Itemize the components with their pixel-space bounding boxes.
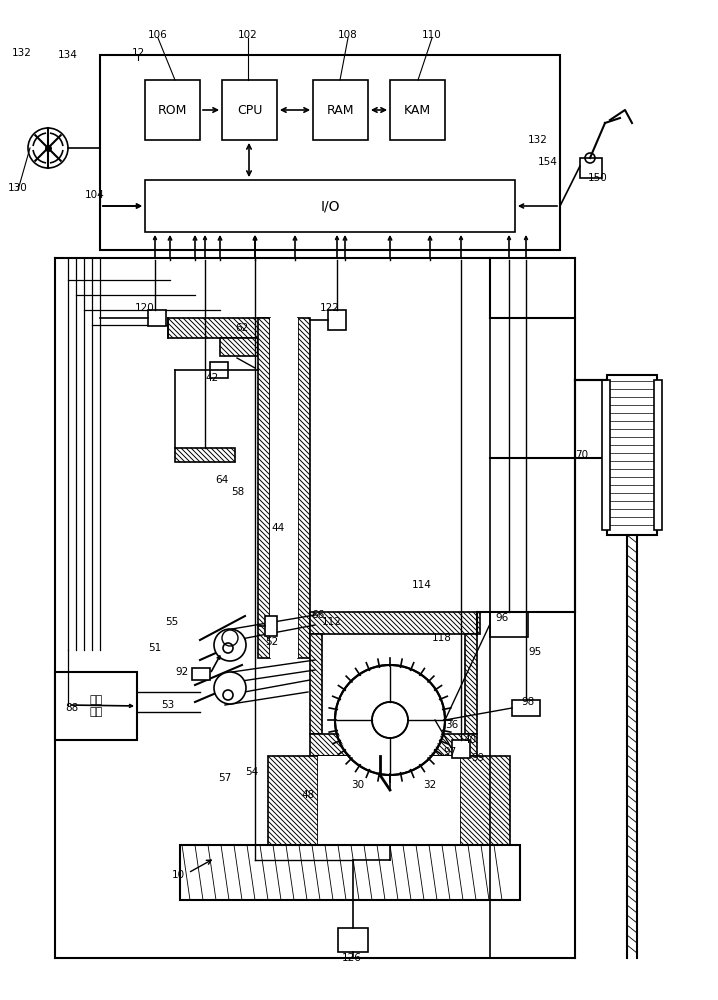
Bar (580, 158, 602, 178)
Bar (310, 734, 477, 756)
Text: I/O: I/O (320, 199, 340, 213)
Bar (270, 318, 298, 658)
Text: 36: 36 (445, 720, 459, 730)
Text: 12: 12 (131, 48, 144, 58)
Bar (465, 634, 477, 734)
Text: 134: 134 (58, 50, 78, 60)
Text: 130: 130 (8, 183, 28, 193)
Text: 10: 10 (172, 870, 185, 880)
Bar (180, 845, 520, 900)
Bar (148, 310, 166, 326)
Text: 54: 54 (246, 767, 258, 777)
Text: 点火
系统: 点火 系统 (89, 695, 103, 717)
Text: 62: 62 (236, 323, 248, 333)
Text: 95: 95 (528, 647, 541, 657)
Text: 97: 97 (444, 747, 457, 757)
Text: 150: 150 (588, 173, 608, 183)
Text: 132: 132 (528, 135, 548, 145)
Text: 64: 64 (215, 475, 228, 485)
Text: 66: 66 (312, 610, 325, 620)
Text: 42: 42 (205, 373, 218, 383)
Bar (268, 756, 318, 846)
Bar (607, 375, 657, 535)
Text: 122: 122 (320, 303, 340, 313)
Bar (168, 318, 268, 338)
Bar (602, 380, 610, 530)
Bar (318, 756, 460, 846)
Text: RAM: RAM (327, 104, 354, 116)
Bar (313, 80, 368, 140)
Bar (512, 700, 540, 716)
Bar (145, 80, 200, 140)
Text: 88: 88 (65, 703, 79, 713)
Circle shape (222, 630, 238, 646)
Bar (55, 672, 137, 740)
Circle shape (214, 672, 246, 704)
Bar (338, 928, 368, 952)
Text: 126: 126 (342, 953, 362, 963)
Text: 118: 118 (432, 633, 452, 643)
Circle shape (337, 667, 443, 773)
Bar (310, 612, 480, 634)
Text: 92: 92 (175, 667, 189, 677)
Bar (220, 338, 258, 356)
Text: 120: 120 (135, 303, 155, 313)
Text: 52: 52 (266, 637, 279, 647)
Text: 98: 98 (521, 697, 535, 707)
Text: 112: 112 (322, 617, 342, 627)
Text: ROM: ROM (158, 104, 187, 116)
Bar (100, 55, 560, 250)
Text: 132: 132 (12, 48, 32, 58)
Bar (298, 318, 310, 658)
Bar (258, 318, 270, 658)
Bar (310, 634, 322, 734)
Text: 32: 32 (424, 780, 437, 790)
Text: 104: 104 (85, 190, 105, 200)
Text: 58: 58 (231, 487, 245, 497)
Text: 48: 48 (302, 790, 314, 800)
Bar (175, 448, 235, 462)
Bar (145, 180, 515, 232)
Bar (654, 380, 662, 530)
Text: 55: 55 (165, 617, 179, 627)
Bar (490, 612, 528, 637)
Text: 96: 96 (495, 613, 508, 623)
Bar (390, 80, 445, 140)
Bar (210, 362, 228, 378)
Text: 99: 99 (472, 753, 485, 763)
Bar (328, 310, 346, 330)
Bar (222, 80, 277, 140)
Bar (460, 756, 510, 846)
Bar (265, 616, 277, 636)
Text: 154: 154 (538, 157, 558, 167)
Text: 57: 57 (218, 773, 232, 783)
Circle shape (214, 629, 246, 661)
Text: 106: 106 (148, 30, 168, 40)
Text: 40: 40 (463, 735, 477, 745)
Bar (192, 668, 210, 680)
Text: 44: 44 (271, 523, 284, 533)
Text: 102: 102 (238, 30, 258, 40)
Text: 110: 110 (422, 30, 442, 40)
Text: CPU: CPU (237, 104, 262, 116)
Text: 108: 108 (338, 30, 358, 40)
Text: 51: 51 (149, 643, 162, 653)
Text: 114: 114 (412, 580, 432, 590)
Text: 30: 30 (351, 780, 365, 790)
Text: 70: 70 (575, 450, 589, 460)
Bar (452, 740, 470, 758)
Text: 53: 53 (162, 700, 174, 710)
Text: KAM: KAM (404, 104, 431, 116)
